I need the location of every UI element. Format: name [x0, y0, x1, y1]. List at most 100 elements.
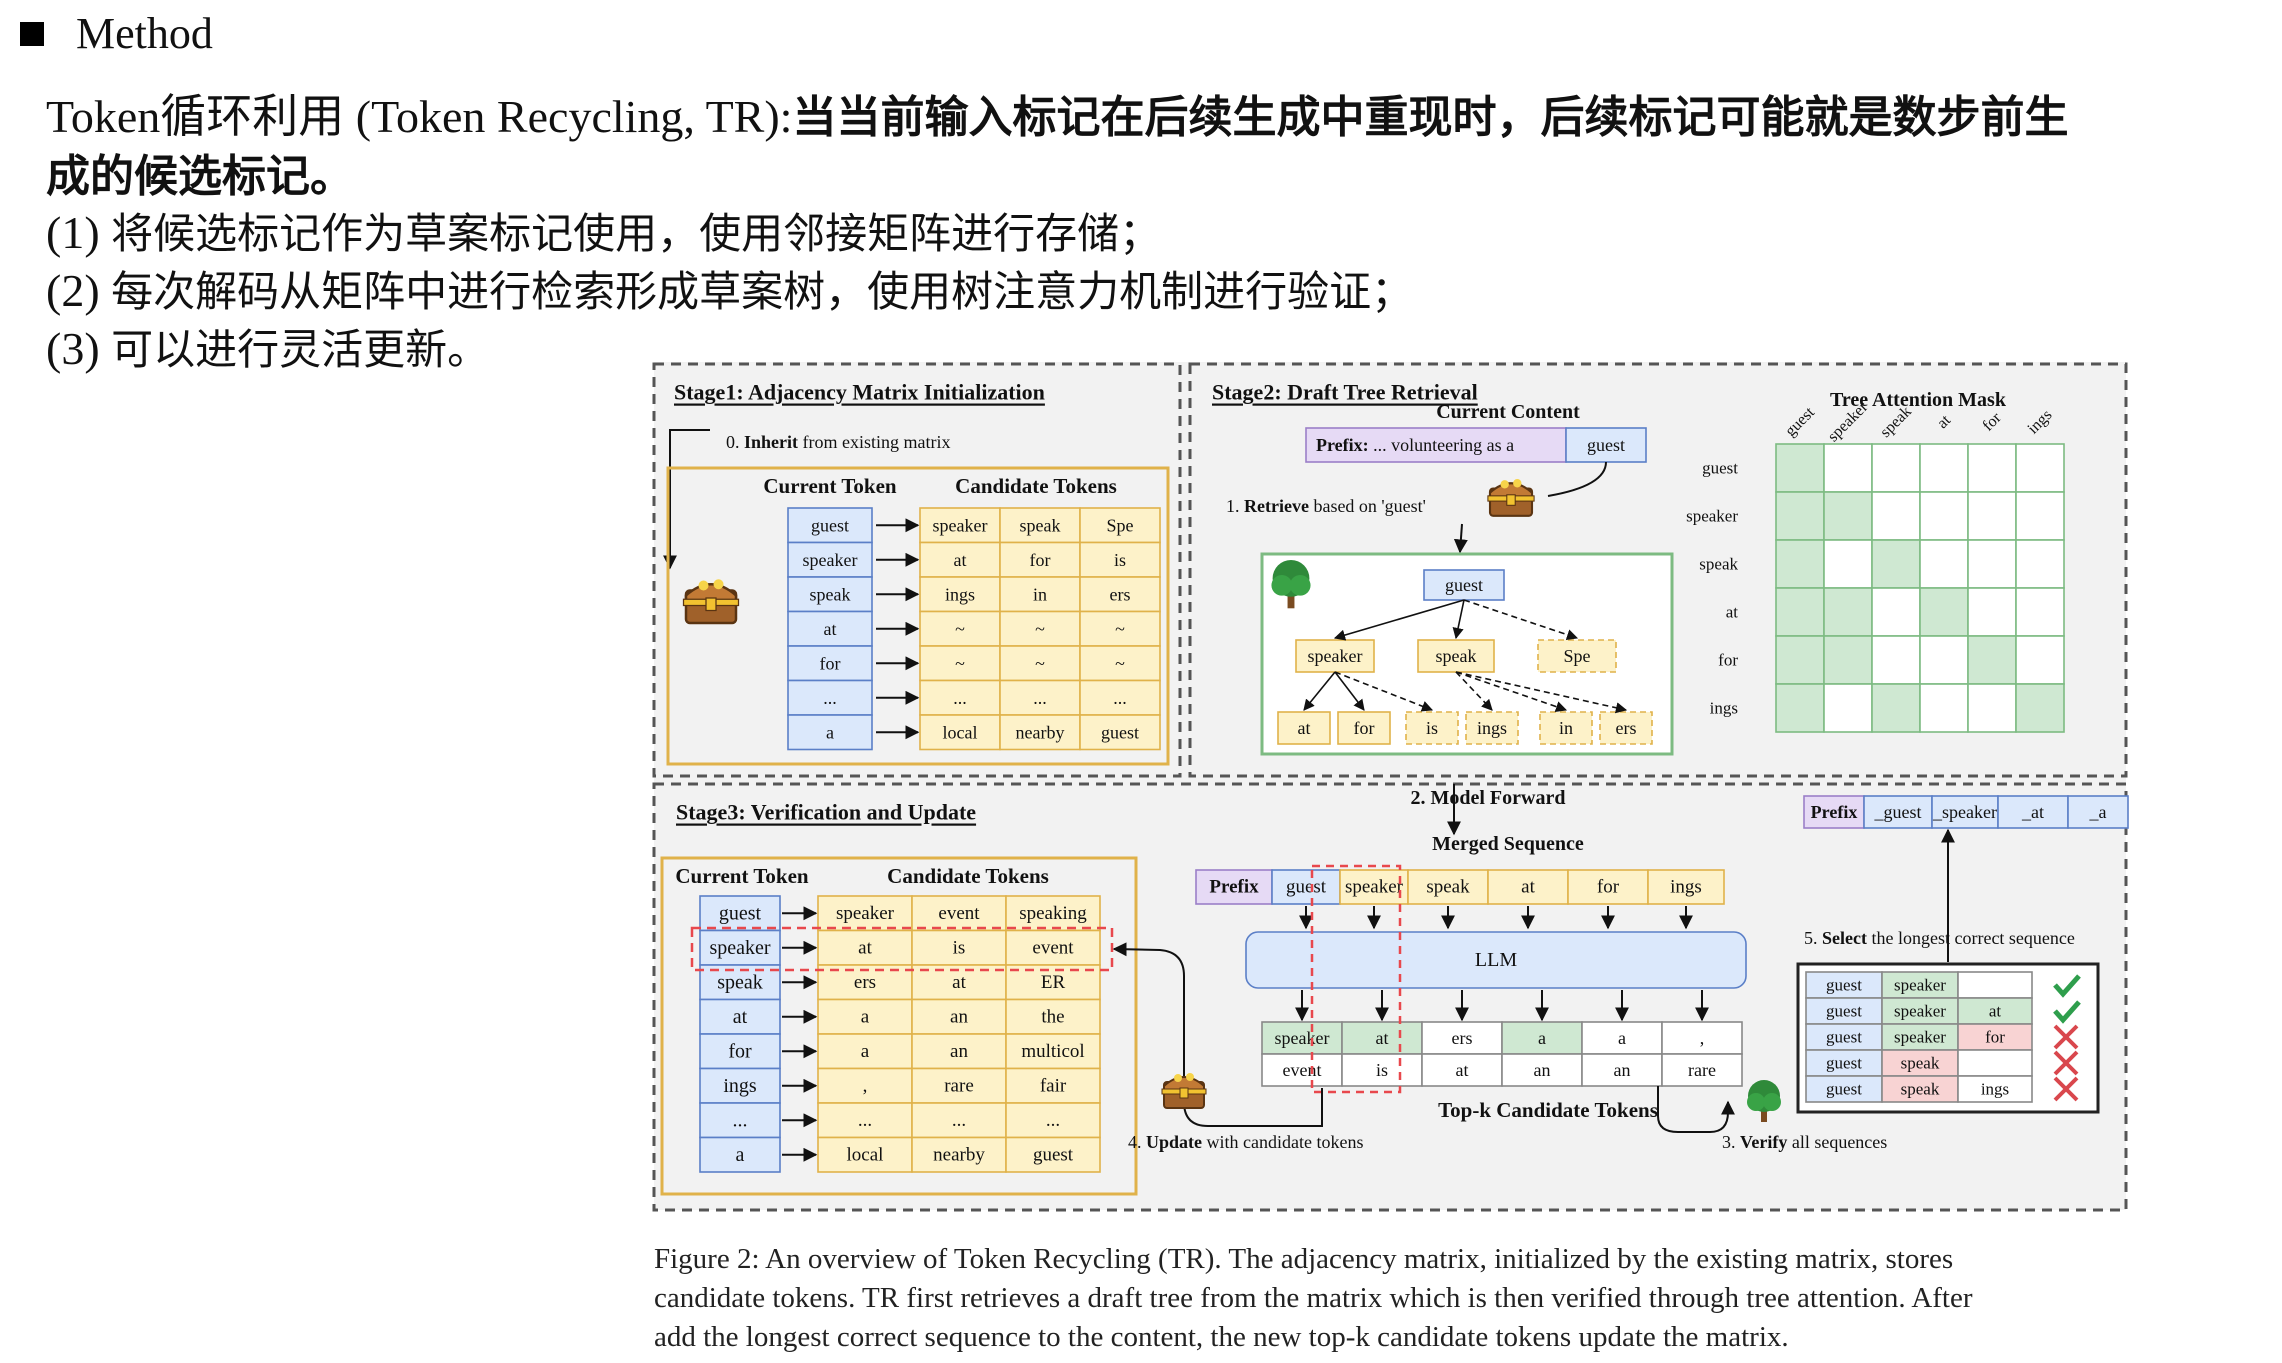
stage3-token-7-cell	[699, 1136, 781, 1173]
tree-edge	[1455, 671, 1628, 714]
topk-row2-0-cell	[1261, 1053, 1343, 1087]
stage3-cand-3-0-text: a	[861, 1006, 870, 1027]
tree-level2-5-cell	[1599, 711, 1653, 745]
point-2-text: 每次解码从矩阵中进行检索形成草案树，使用树注意力机制进行验证；	[111, 267, 1414, 316]
verify-seq-4-0-text: guest	[1826, 1080, 1862, 1099]
point-1-text: 将候选标记作为草案标记使用，使用邻接矩阵进行存储；	[111, 209, 1162, 258]
stage3-title: Stage3: Verification and Update	[676, 800, 976, 825]
tree-trunk	[1287, 589, 1295, 609]
verify-seq-3-2-cell	[1957, 1049, 2033, 1077]
stage1-cand-5-1-text: ...	[1033, 688, 1047, 708]
cross-icon	[2053, 1024, 2079, 1050]
mask-cell	[1967, 491, 2017, 541]
mask-cell	[2015, 587, 2065, 637]
mask-row-label: for	[1718, 651, 1738, 670]
mask-cell	[1871, 683, 1921, 733]
tree-level2-0-text: at	[1298, 718, 1311, 738]
stage3-token-2-text: speak	[717, 971, 763, 993]
result-token-text: _speaker	[1932, 802, 1997, 822]
stage1-cand-0-2-text: Spe	[1107, 515, 1134, 535]
stage2-panel	[1188, 362, 2128, 778]
stage3-cand-3-2-cell	[1005, 998, 1101, 1035]
stage1-cand-3-1-text: ~	[1035, 619, 1045, 639]
mask-cell	[1871, 539, 1921, 589]
stage1-cand-1-1-text: for	[1030, 550, 1051, 570]
chest-coin	[698, 580, 709, 591]
topk-row2-2-cell	[1421, 1053, 1503, 1087]
point-2: (2) 每次解码从矩阵中进行检索形成草案树，使用树注意力机制进行验证；	[46, 258, 1413, 319]
stage3-token-6-cell	[699, 1102, 781, 1139]
intro-bold-2: 成的候选标记。	[46, 151, 354, 202]
stage2-title: Stage2: Draft Tree Retrieval	[1212, 380, 1478, 405]
point-1-num: (1)	[46, 207, 112, 258]
method-header: Method	[20, 8, 213, 59]
tree-edge	[1452, 599, 1465, 640]
tree-level2-2-cell	[1405, 711, 1459, 745]
stage1-cand-6-0-text: local	[943, 722, 978, 742]
prefix-text: Prefix: ... volunteering as a	[1316, 435, 1514, 455]
stage1-cand-5-2-cell	[1079, 679, 1161, 716]
topk-row1-2-text: ers	[1452, 1028, 1473, 1048]
stage3-cand-6-1-text: ...	[952, 1110, 966, 1131]
verify-seq-0-0-cell	[1805, 971, 1883, 999]
stage3-token-4-text: for	[728, 1040, 752, 1062]
stage3-cand-6-2-cell	[1005, 1102, 1101, 1139]
mask-cell	[1919, 587, 1969, 637]
verify-seq-3-1-text: speak	[1901, 1054, 1940, 1073]
mask-cell	[1823, 443, 1873, 493]
mask-cell	[1967, 587, 2017, 637]
topk-row1-4-text: a	[1618, 1028, 1626, 1048]
point-3: (3) 可以进行灵活更新。	[46, 316, 489, 377]
mask-cell	[1967, 539, 2017, 589]
stage3-cand-5-1-text: rare	[944, 1075, 974, 1096]
merged-token-text: ings	[1670, 877, 1702, 898]
stage3-token-1-text: speaker	[709, 937, 770, 959]
mask-cell	[1967, 683, 2017, 733]
merged-sequence-label: Merged Sequence	[1432, 833, 1584, 855]
topk-row1-0-text: speaker	[1275, 1028, 1330, 1048]
treasure-chest-icon	[1161, 1073, 1207, 1109]
mask-cell	[1823, 635, 1873, 685]
merged-token-cell	[1647, 869, 1725, 905]
stage3-cand-7-1-text: nearby	[933, 1144, 985, 1165]
stage1-token-4-text: for	[820, 653, 841, 673]
merged-token-cell	[1407, 869, 1489, 905]
merged-token-cell	[1271, 869, 1341, 905]
caption-line-2: candidate tokens. TR first retrieves a d…	[654, 1282, 1973, 1314]
topk-row1-1-cell	[1341, 1021, 1423, 1055]
tree-level2-3-cell	[1465, 711, 1519, 745]
merged-token-cell	[1567, 869, 1649, 905]
token-recycling-figure: Stage1: Adjacency Matrix Initialization 0…	[652, 362, 2129, 1212]
intro-bold: 当当前输入标记在后续生成中重现时，后续标记可能就是数步前生	[792, 92, 2069, 143]
mask-cell	[1919, 491, 1969, 541]
mask-cell	[1871, 587, 1921, 637]
tree-level2-3-text: ings	[1477, 718, 1507, 738]
result-token-cell	[1863, 795, 1933, 829]
mask-cell	[1775, 587, 1825, 637]
stage1-cand-0-0-cell	[919, 507, 1001, 544]
stage3-matrix-frame	[660, 856, 1138, 1196]
stage1-token-6-cell	[787, 714, 873, 751]
stage3-cand-5-1-cell	[911, 1067, 1007, 1104]
mask-row-label: speaker	[1686, 507, 1738, 526]
stage3-cand-4-2-text: multicol	[1021, 1041, 1084, 1062]
aligned-column-highlight	[1310, 864, 1402, 1094]
stage1-cand-6-1-text: nearby	[1016, 722, 1065, 742]
mask-cell	[1967, 443, 2017, 493]
stage1-cand-6-2-text: guest	[1101, 722, 1139, 742]
topk-row2-3-text: an	[1534, 1060, 1551, 1080]
stage3-cand-6-1-cell	[911, 1102, 1007, 1139]
stage1-token-1-text: speaker	[803, 550, 858, 570]
stage3-cand-7-2-cell	[1005, 1136, 1101, 1173]
stage3-cand-1-0-text: at	[858, 937, 872, 958]
stage1-cand-5-2-text: ...	[1113, 688, 1127, 708]
stage3-token-5-cell	[699, 1067, 781, 1104]
tree-level1-1-text: speak	[1436, 646, 1477, 666]
verify-seq-0-1-text: speaker	[1894, 976, 1946, 995]
mask-cell	[2015, 491, 2065, 541]
stage3-token-3-cell	[699, 998, 781, 1035]
stage1-cand-0-1-text: speak	[1020, 515, 1061, 535]
mask-cell	[1919, 539, 1969, 589]
result-token-text: _a	[2089, 802, 2107, 822]
stage3-cand-0-0-cell	[817, 895, 913, 932]
